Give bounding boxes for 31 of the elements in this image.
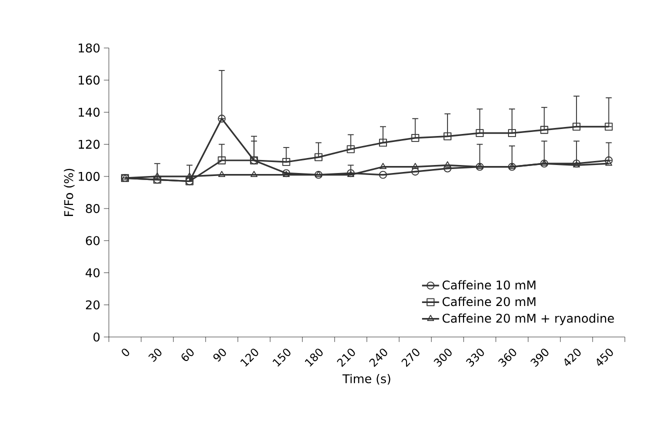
legend-label: Caffeine 20 mM [442, 296, 536, 306]
y-axis-title: F/Fo (%) [64, 168, 75, 216]
x-tick-label: 30 [148, 348, 162, 362]
y-tick-label: 160 [78, 76, 100, 85]
legend-label: Caffeine 20 mM + ryanodine [442, 314, 614, 326]
x-tick-label: 60 [182, 348, 194, 361]
x-tick-label: 450 [596, 348, 613, 366]
legend-label: Caffeine 10 mM [442, 280, 536, 290]
y-tick-label: 40 [86, 268, 100, 278]
y-tick-label: 140 [78, 108, 100, 117]
y-tick-label: 100 [78, 172, 100, 181]
y-tick-label: 180 [78, 43, 100, 53]
x-tick-label: 120 [240, 348, 258, 367]
y-tick-label: 0 [94, 332, 100, 342]
y-tick-label: 60 [86, 236, 100, 246]
x-tick-label: 330 [466, 348, 484, 367]
x-axis-title: Time (s) [342, 374, 390, 385]
x-tick-label: 390 [530, 348, 548, 367]
x-tick-label: 0 [122, 348, 130, 356]
x-tick-label: 360 [498, 348, 516, 367]
x-tick-label: 90 [213, 348, 226, 362]
x-tick-label: 150 [272, 348, 290, 367]
x-tick-label: 300 [434, 348, 452, 367]
x-tick-label: 270 [401, 348, 420, 368]
x-tick-label: 420 [564, 348, 581, 366]
y-tick-label: 120 [78, 140, 100, 149]
x-tick-label: 210 [336, 348, 355, 368]
x-tick-label: 180 [304, 348, 323, 367]
y-tick-label: 20 [86, 300, 100, 310]
x-tick-label: 240 [369, 348, 388, 368]
y-tick-label: 80 [86, 204, 100, 214]
